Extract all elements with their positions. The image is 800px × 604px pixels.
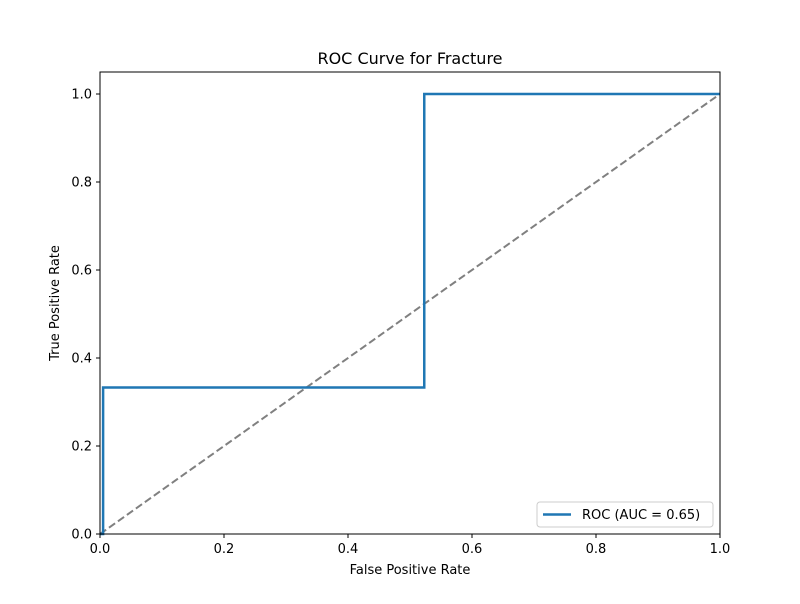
x-tick-label: 0.6 [462, 542, 483, 557]
x-tick-label: 0.0 [90, 542, 111, 557]
legend-roc-label: ROC (AUC = 0.65) [582, 508, 700, 523]
y-tick-label: 0.0 [71, 528, 92, 543]
y-tick-label: 0.6 [71, 264, 92, 279]
axes-frame [99, 71, 721, 535]
legend: ROC (AUC = 0.65) [536, 501, 714, 528]
x-tick-label: 0.2 [214, 542, 235, 557]
x-axis-label: False Positive Rate [350, 563, 471, 578]
y-tick-label: 1.0 [71, 88, 92, 103]
x-tick-label: 0.8 [586, 542, 607, 557]
y-axis-label: True Positive Rate [48, 245, 63, 362]
chance-diagonal-line [99, 93, 721, 535]
legend-box [536, 501, 714, 528]
plot-area [99, 92, 721, 536]
x-axis-ticks: 0.0 0.2 0.4 0.6 0.8 1.0 [90, 534, 731, 557]
y-tick-label: 0.2 [71, 440, 92, 455]
y-tick-label: 0.8 [71, 176, 92, 191]
y-tick-label: 0.4 [71, 352, 92, 367]
chart-title: ROC Curve for Fracture [317, 49, 502, 68]
y-axis-ticks: 0.0 0.2 0.4 0.6 0.8 1.0 [71, 88, 100, 543]
x-tick-label: 1.0 [710, 542, 731, 557]
x-tick-label: 0.4 [338, 542, 359, 557]
